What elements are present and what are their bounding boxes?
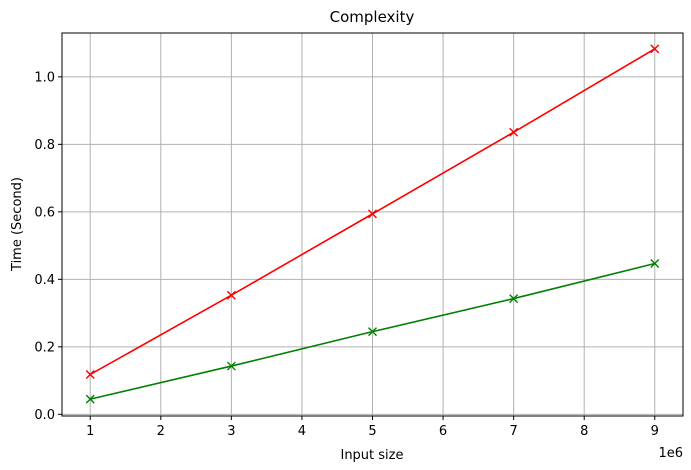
x-tick-label: 7 [509, 424, 517, 439]
x-tick-label: 9 [651, 424, 659, 439]
x-tick-label: 2 [157, 424, 165, 439]
y-tick-label: 0.6 [34, 205, 55, 220]
y-tick-label: 1.0 [34, 70, 55, 85]
series-2-point [85, 394, 95, 404]
x-tick-label: 1 [86, 424, 94, 439]
y-tick-label: 0.2 [34, 340, 55, 355]
y-tick-label: 0.0 [34, 408, 55, 423]
y-tick-label: 0.8 [34, 138, 55, 153]
series-1-point [226, 290, 236, 300]
chart-title: Complexity [330, 8, 415, 26]
x-tick-label: 5 [368, 424, 376, 439]
series-2-point [509, 294, 519, 304]
ticks: 1 2 3 4 5 6 7 8 9 0.0 0.2 0.4 0.6 0.8 1.0 [34, 70, 659, 439]
series-2-point [226, 361, 236, 371]
series-2-point [368, 327, 377, 337]
x-tick-label: 3 [227, 424, 235, 439]
y-axis-label: Time (Second) [10, 177, 25, 272]
grid [62, 33, 683, 416]
x-axis-label: Input size [340, 448, 403, 463]
x-offset-label: 1e6 [658, 446, 683, 461]
series-1-point [509, 127, 519, 137]
y-tick-label: 0.4 [34, 273, 55, 288]
series-2-point [650, 258, 660, 268]
x-tick-label: 4 [298, 424, 306, 439]
series-1-point [650, 44, 660, 54]
x-tick-label: 8 [580, 424, 588, 439]
series-1-point [368, 209, 377, 219]
x-tick-label: 6 [439, 424, 447, 439]
series-1-point [85, 369, 95, 379]
series-layer [85, 44, 660, 404]
